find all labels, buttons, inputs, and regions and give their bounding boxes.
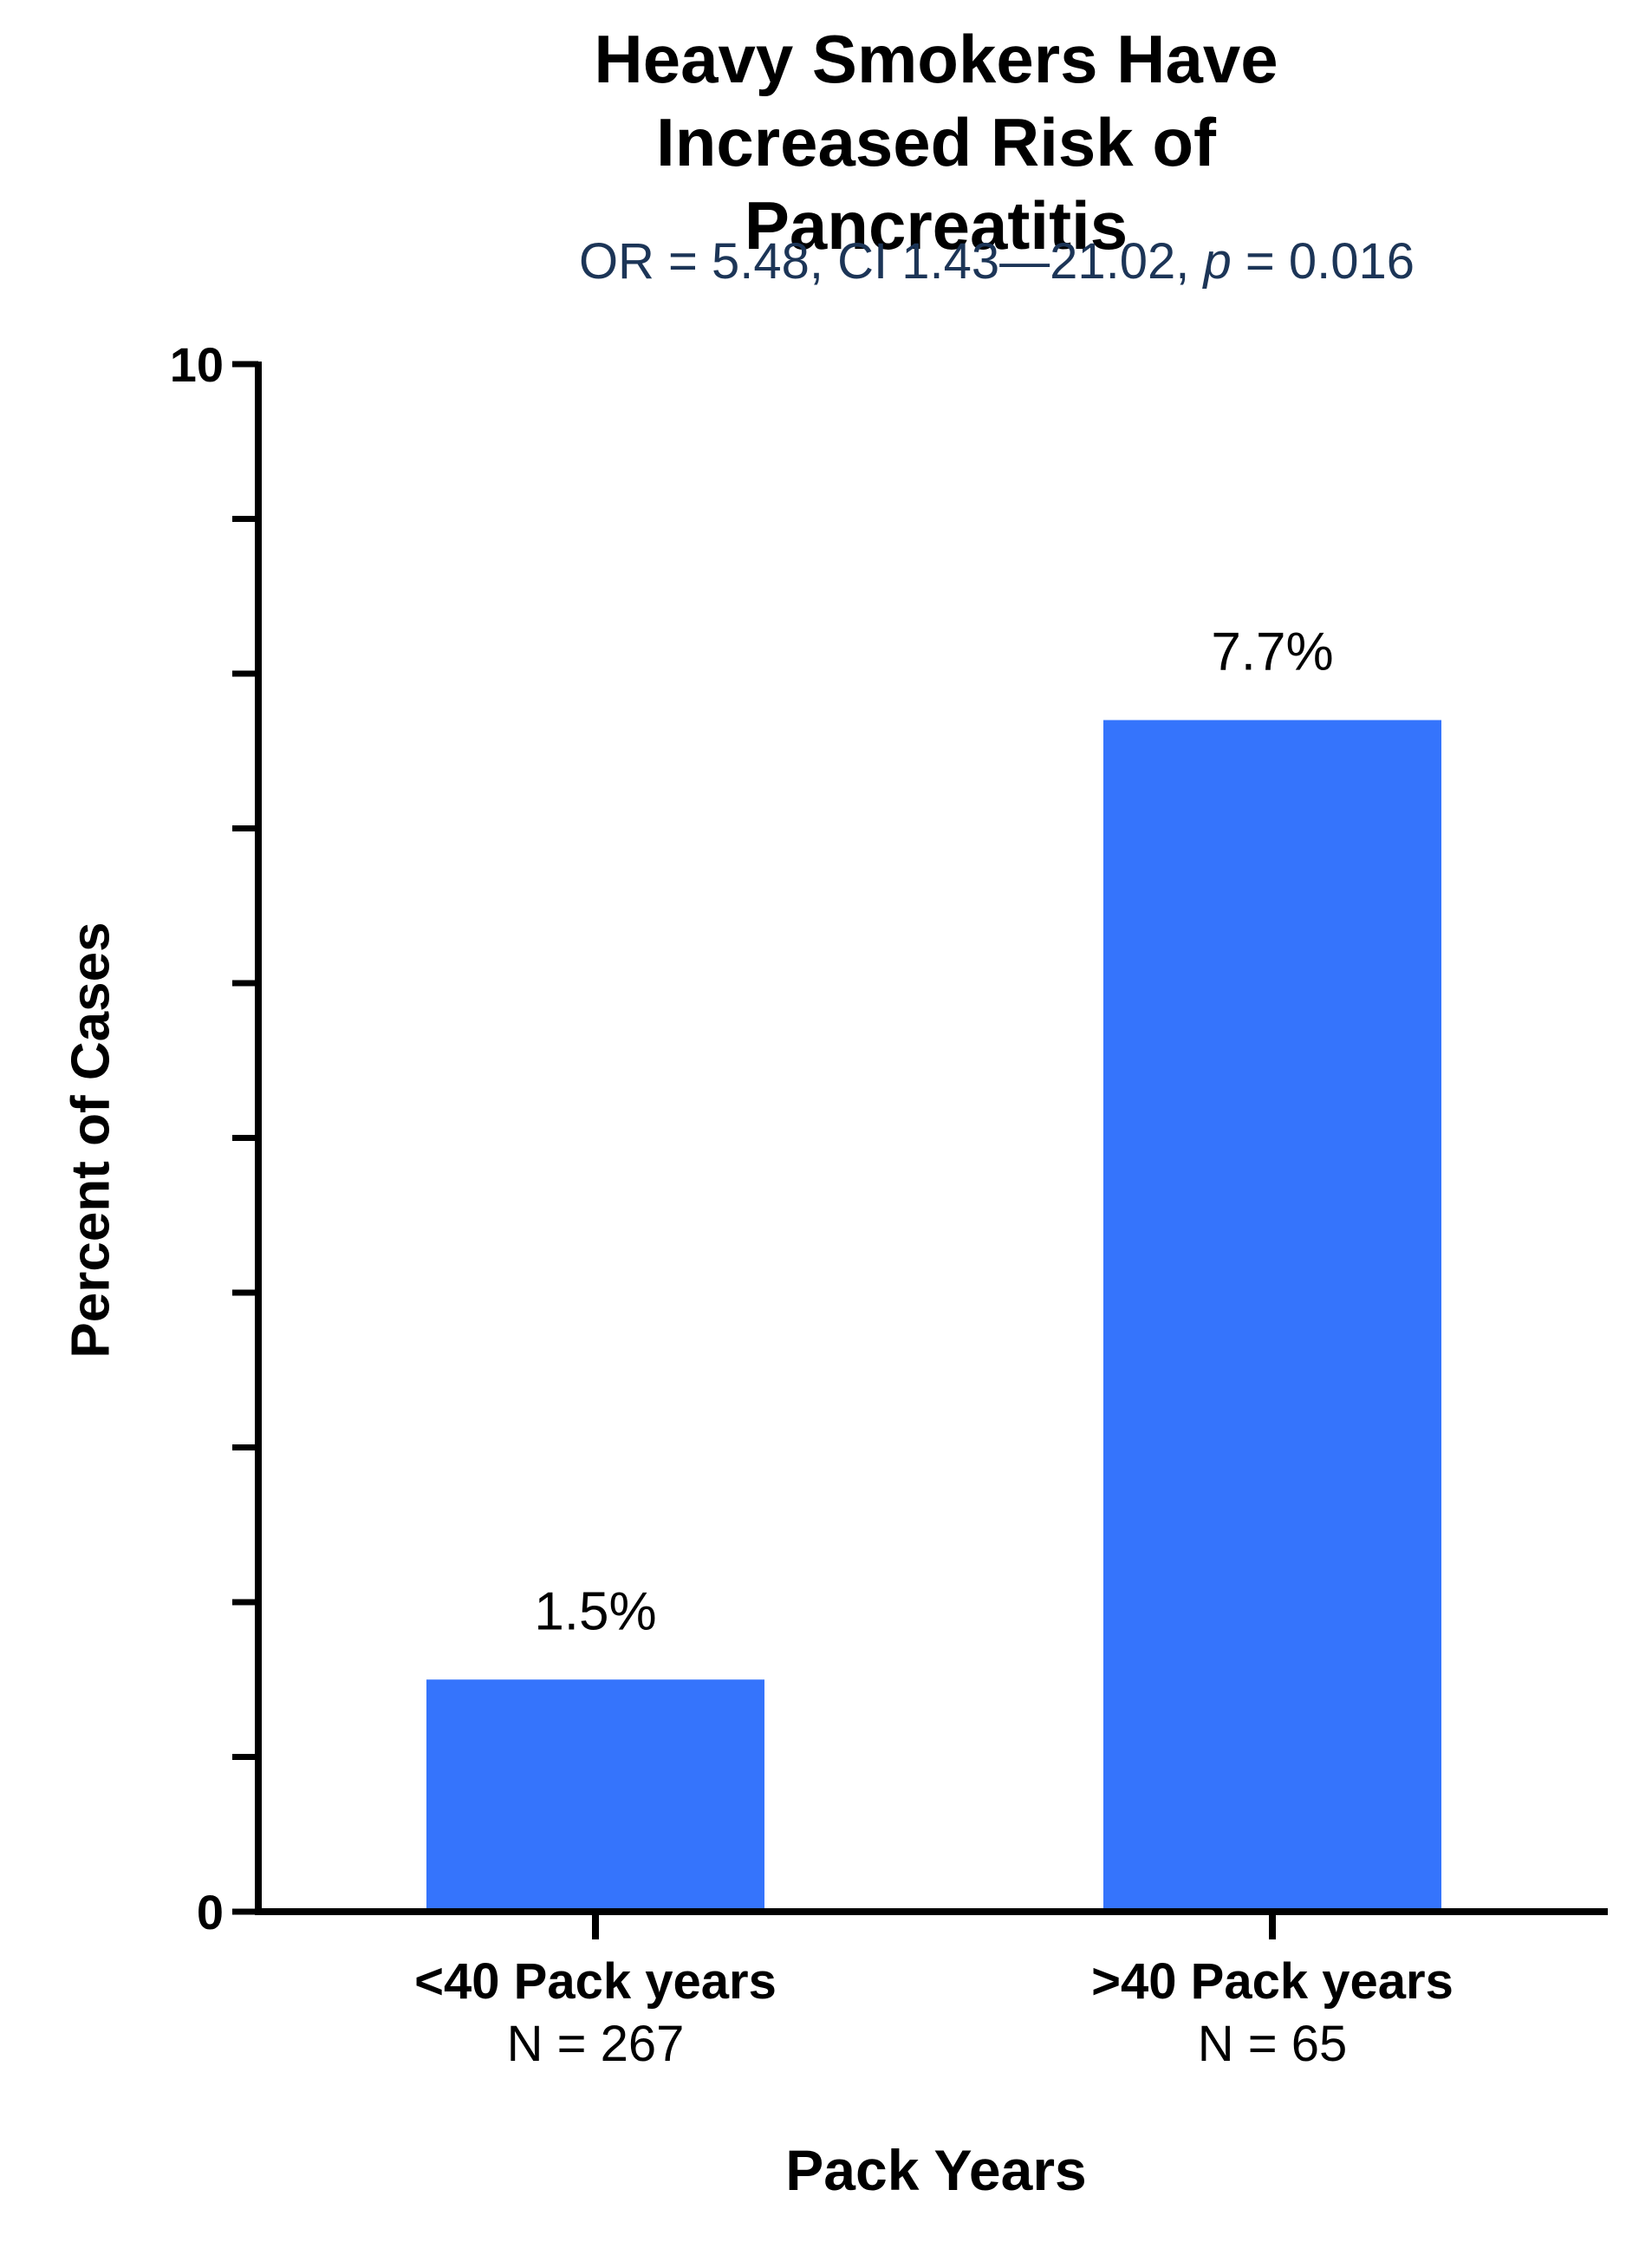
bar-1 [426, 1679, 764, 1912]
bar-2 [1103, 720, 1441, 1912]
x-axis-label: Pack Years [785, 2138, 1087, 2202]
x-tick-label-2: >40 Pack years [1091, 1953, 1454, 2010]
subtitle-p-symbol: p [1203, 233, 1232, 290]
x-tick-sublabel-2: N = 65 [1198, 2016, 1348, 2072]
y-tick-label-10: 10 [170, 337, 224, 392]
x-tick-label-1: <40 Pack years [414, 1953, 777, 2010]
data-label-2: 7.7% [1211, 622, 1333, 682]
chart-title-text: Heavy Smokers Have Increased Risk of Pan… [594, 21, 1278, 264]
subtitle-prefix: OR = 5.48, CI 1.43—21.02, [578, 233, 1204, 290]
chart-title: Heavy Smokers Have Increased Risk of Pan… [286, 17, 1586, 267]
x-tick-sublabel-1: N = 267 [507, 2016, 685, 2072]
data-label-1: 1.5% [534, 1581, 656, 1641]
y-tick-label-0: 0 [197, 1885, 224, 1939]
chart-subtitle: OR = 5.48, CI 1.43—21.02, p = 0.016 [347, 232, 1647, 290]
subtitle-suffix: = 0.016 [1231, 233, 1415, 290]
